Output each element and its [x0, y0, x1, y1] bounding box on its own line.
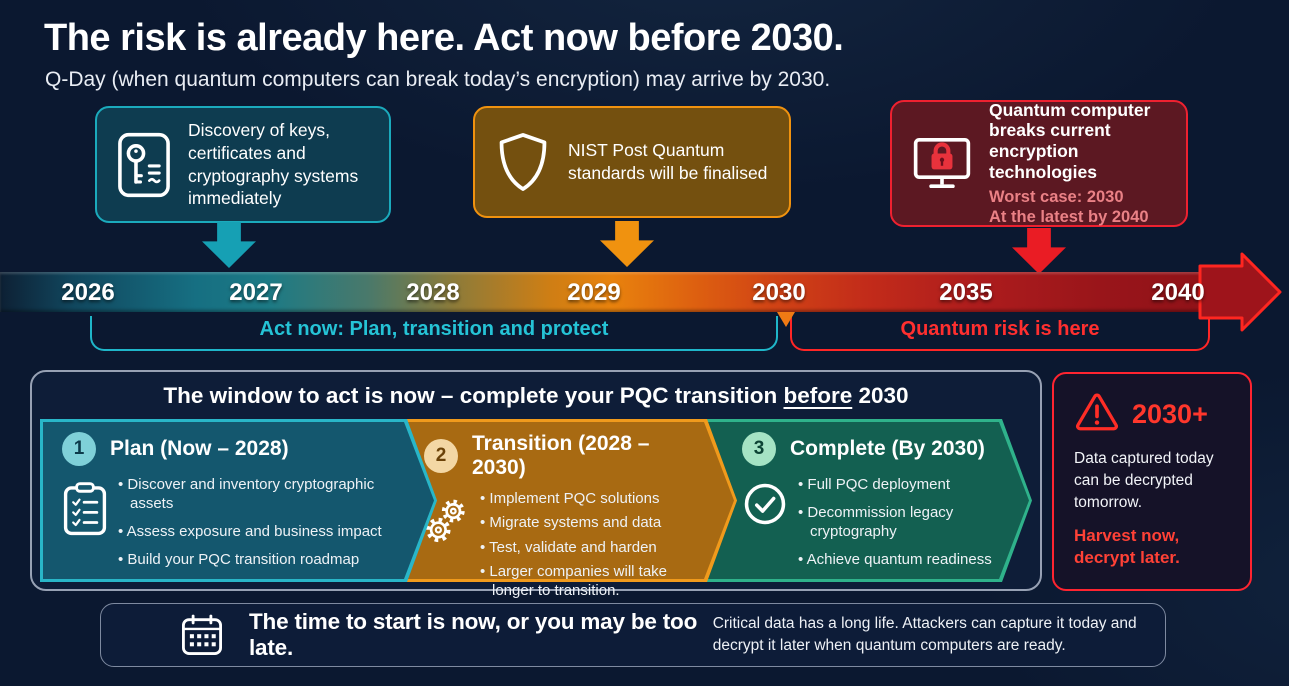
callout-discovery: Discovery of keys, certificates and cryp…	[95, 106, 391, 223]
warning-triangle-icon	[1074, 391, 1120, 437]
footer-note: Critical data has a long life. Attackers…	[712, 614, 1137, 654]
timeline-pointer-arrow-orange	[600, 221, 654, 267]
timeline-year: 2028	[406, 279, 460, 306]
timeline-year: 2030	[752, 279, 806, 306]
bullet: Decommission legacy cryptography	[798, 504, 998, 542]
phase-plan-title: Plan (Now – 2028)	[110, 437, 289, 460]
bullet: Implement PQC solutions	[480, 490, 703, 509]
phase-complete-bullets: Full PQC deployment Decommission legacy …	[798, 474, 998, 579]
bracket-quantum-risk: Quantum risk is here	[790, 316, 1210, 351]
footer-note-panel: The time to start is now, or you may be …	[100, 603, 1166, 667]
timeline-bar	[0, 272, 1224, 312]
check-circle-icon	[742, 474, 788, 579]
callout-quantum-breaks: Quantum computer breaks current encrypti…	[890, 100, 1188, 227]
phase-plan: 1 Plan (Now – 2028)	[40, 419, 437, 582]
callout-discovery-text: Discovery of keys, certificates and cryp…	[188, 120, 359, 209]
callout-nist-text: NIST Post Quantum standards will be fina…	[568, 140, 768, 183]
bullet: Full PQC deployment	[798, 476, 998, 495]
bullet: Achieve quantum readiness	[798, 551, 998, 570]
underlined-before: before	[783, 383, 853, 408]
bullet: Larger companies will take longer to tra…	[480, 563, 703, 601]
bullet: Discover and inventory cryptographic ass…	[118, 476, 401, 514]
bullet: Migrate systems and data	[480, 514, 703, 533]
phase-number-badge: 2	[424, 439, 458, 473]
page-subtitle: Q-Day (when quantum computers can break …	[45, 68, 831, 91]
phase-complete-title: Complete (By 2030)	[790, 437, 985, 460]
worst-case-lines: Worst case: 2030 At the latest by 2040	[989, 188, 1149, 227]
shield-icon	[495, 131, 551, 193]
callout-nist: NIST Post Quantum standards will be fina…	[473, 106, 791, 218]
harvest-warning-text: Harvest now, decrypt later.	[1074, 526, 1180, 567]
callout-quantum-breaks-text: Quantum computer breaks current encrypti…	[989, 100, 1170, 228]
phase-plan-bullets: Discover and inventory cryptographic ass…	[118, 474, 401, 579]
footer-headline: The time to start is now, or you may be …	[249, 609, 698, 660]
timeline-2030-notch	[777, 312, 795, 327]
phase-number-badge: 1	[62, 432, 96, 466]
timeline-year: 2027	[229, 279, 283, 306]
pqc-window-panel: The window to act is now – complete your…	[30, 370, 1042, 599]
timeline-year: 2040	[1151, 279, 1205, 306]
pqc-window-title: The window to act is now – complete your…	[163, 383, 909, 408]
phase-number-badge: 3	[742, 432, 776, 466]
phase-transition-title: Transition (2028 – 2030)	[472, 432, 650, 479]
key-certificate-icon	[117, 132, 171, 198]
bullet: Test, validate and harden	[480, 539, 703, 558]
bullet: Assess exposure and business impact	[118, 523, 401, 542]
harvest-warning-panel: 2030+ Data captured today can be decrypt…	[1052, 372, 1252, 591]
callout-quantum-breaks-title: Quantum computer breaks current encrypti…	[989, 99, 1151, 182]
phase-transition: 2 Transition (2028 – 2030)	[404, 419, 737, 599]
clipboard-checklist-icon	[62, 474, 108, 579]
timeline-arrowhead-icon	[1198, 250, 1284, 339]
gears-icon	[424, 488, 470, 606]
timeline-year: 2035	[939, 279, 993, 306]
monitor-lock-icon	[912, 136, 972, 191]
bracket-quantum-risk-label: Quantum risk is here	[900, 318, 1100, 340]
phase-transition-bullets: Implement PQC solutions Migrate systems …	[480, 488, 703, 606]
timeline-pointer-arrow-teal	[202, 222, 256, 268]
page-title: The risk is already here. Act now before…	[44, 17, 844, 59]
bracket-act-now-label: Act now: Plan, transition and protect	[259, 318, 609, 340]
calendar-icon	[181, 614, 223, 656]
bracket-act-now: Act now: Plan, transition and protect	[90, 316, 778, 351]
harvest-text: Data captured today can be decrypted tom…	[1074, 450, 1214, 511]
timeline-year: 2029	[567, 279, 621, 306]
timeline-pointer-arrow-red	[1012, 228, 1066, 274]
harvest-year-badge: 2030+	[1132, 398, 1208, 429]
bullet: Build your PQC transition roadmap	[118, 551, 401, 570]
timeline-year: 2026	[61, 279, 115, 306]
phase-complete: 3 Complete (By 2030) Full PQC deployment…	[704, 419, 1032, 582]
